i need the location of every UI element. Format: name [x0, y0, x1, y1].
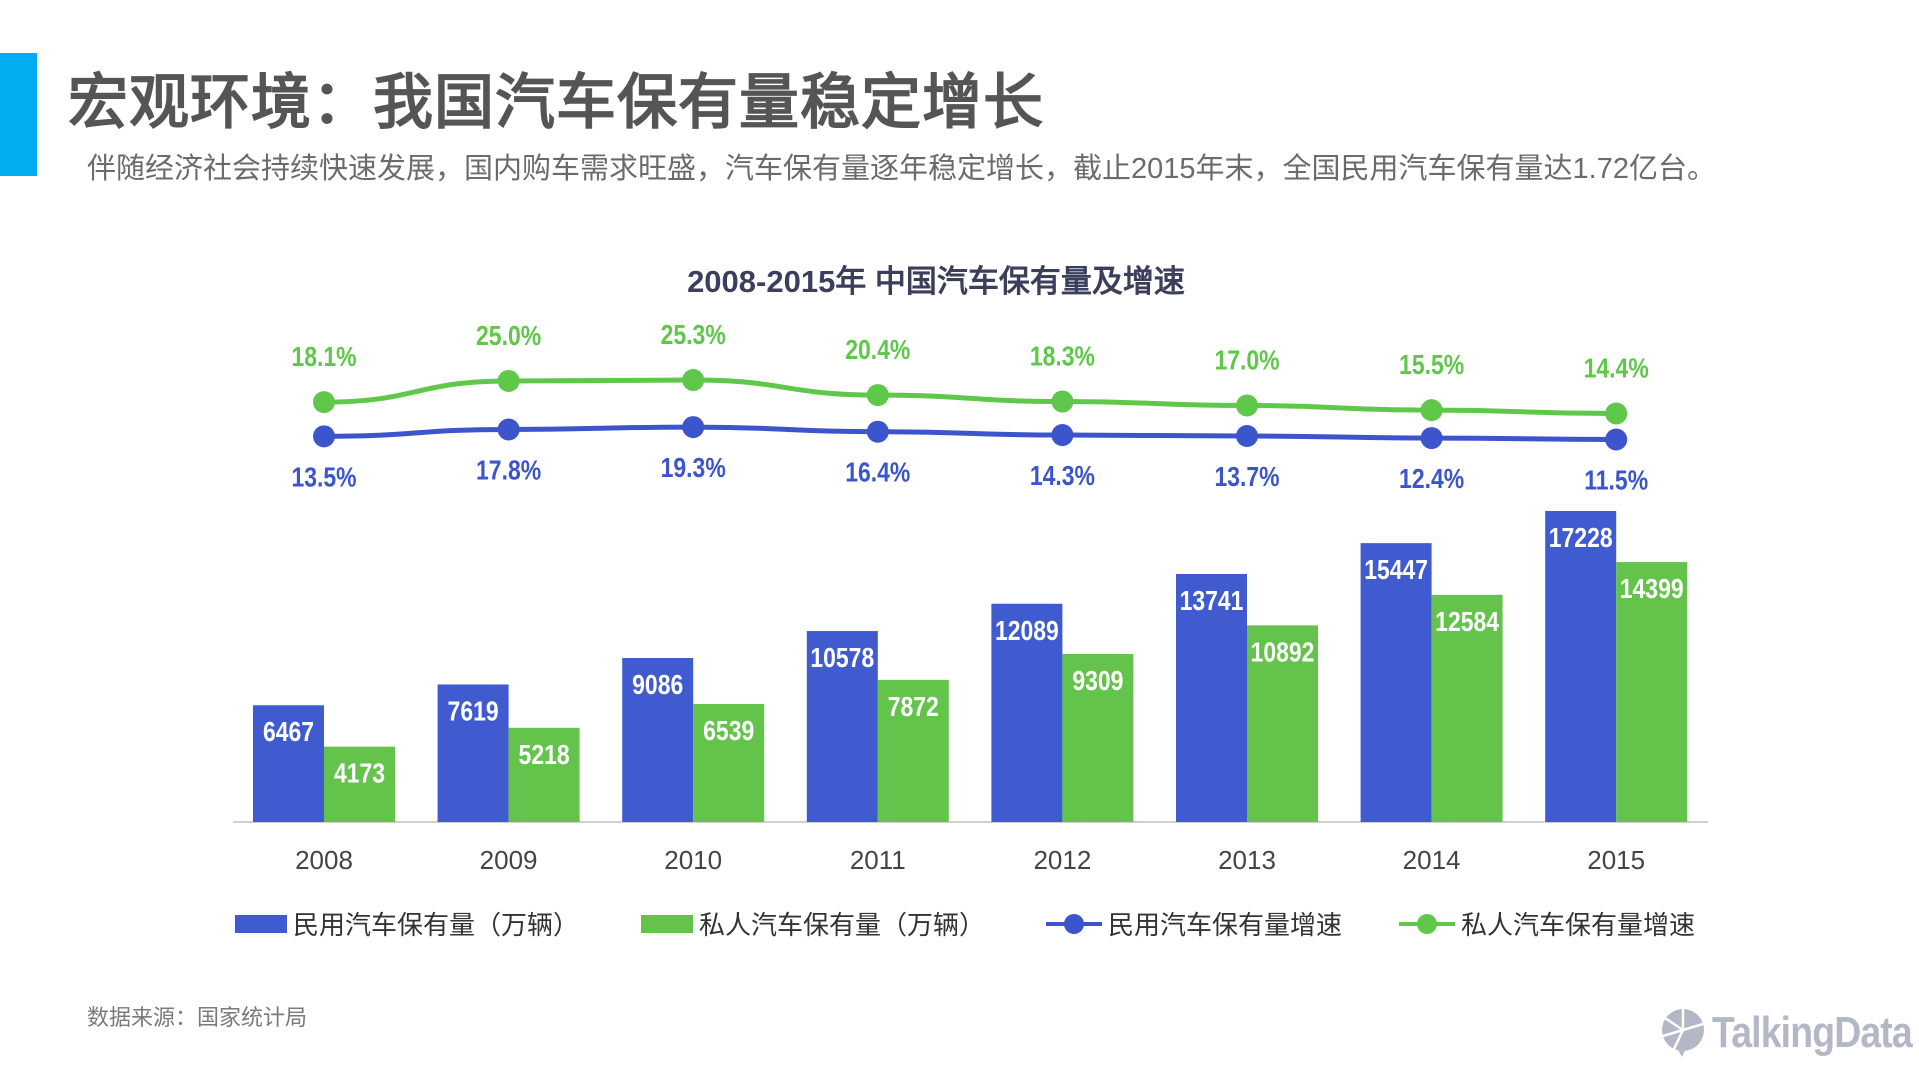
x-tick-label: 2008 [295, 845, 353, 875]
line-point [682, 416, 705, 439]
line-value-label: 13.5% [291, 462, 356, 493]
line-point [1051, 390, 1074, 413]
line-point [1605, 402, 1628, 425]
bar-value-label: 9086 [632, 670, 683, 701]
legend-swatch [1399, 913, 1455, 934]
legend-swatch [235, 914, 287, 933]
talkingdata-logo: TalkingData [1660, 1008, 1919, 1058]
line-value-label: 14.4% [1584, 353, 1649, 384]
line-private-growth [323, 377, 1617, 416]
line-point [313, 391, 335, 414]
line-value-label: 25.3% [661, 320, 726, 351]
line-point [1605, 428, 1628, 451]
line-value-label: 16.4% [845, 458, 910, 489]
legend-item-private-stock: 私人汽车保有量（万辆） [641, 905, 985, 942]
legend-label: 民用汽车保有量增速 [1108, 910, 1343, 940]
legend-label: 民用汽车保有量（万辆） [293, 910, 580, 940]
line-point [866, 384, 889, 407]
title-accent-bar [0, 53, 37, 176]
x-tick-label: 2014 [1403, 845, 1461, 875]
bar-private-2009 [508, 727, 580, 822]
line-value-label: 13.7% [1214, 462, 1279, 493]
bar-private-2011 [877, 679, 949, 822]
bar-private-2015 [1616, 562, 1688, 822]
bar-value-label: 10578 [810, 643, 874, 674]
x-tick-label: 2010 [664, 845, 722, 875]
line-point [1420, 399, 1443, 422]
bar-civil-2011 [806, 631, 878, 822]
bar-civil-2008 [253, 705, 324, 822]
bar-civil-2010 [622, 657, 694, 822]
legend-item-civil-growth: 民用汽车保有量增速 [1046, 905, 1342, 942]
legend-item-private-growth: 私人汽车保有量增速 [1399, 905, 1695, 942]
x-tick-label: 2015 [1587, 845, 1645, 875]
line-value-label: 25.0% [476, 321, 541, 352]
bar-private-2013 [1247, 625, 1318, 822]
bar-private-2008 [324, 746, 395, 822]
chat-pie-icon [1662, 1009, 1704, 1057]
bar-value-label: 15447 [1364, 555, 1428, 586]
bar-value-label: 6467 [263, 717, 314, 748]
bar-civil-2012 [991, 603, 1063, 822]
line-point [313, 425, 335, 448]
legend-label: 私人汽车保有量增速 [1461, 910, 1696, 940]
chart-title: 2008-2015年 中国汽车保有量及增速 [687, 264, 1185, 299]
data-source: 数据来源：国家统计局 [87, 1005, 308, 1030]
bar-value-label: 17228 [1549, 523, 1613, 554]
bar-value-label: 10892 [1251, 637, 1315, 668]
line-value-label: 20.4% [845, 335, 910, 366]
line-value-label: 11.5% [1584, 465, 1648, 496]
line-point [866, 420, 889, 443]
bar-private-2012 [1062, 653, 1134, 822]
line-point [1236, 425, 1258, 448]
bar-civil-2013 [1176, 573, 1247, 822]
line-point [1051, 424, 1074, 447]
line-civil-growth [323, 424, 1617, 442]
line-point [1420, 427, 1443, 450]
bar-value-label: 14399 [1620, 574, 1684, 605]
legend-label: 私人汽车保有量（万辆） [699, 910, 986, 940]
bar-value-label: 5218 [519, 740, 570, 771]
bar-value-label: 7619 [448, 696, 499, 727]
x-tick-label: 2012 [1033, 845, 1091, 875]
line-value-label: 14.3% [1030, 461, 1095, 492]
x-tick-label: 2013 [1218, 845, 1276, 875]
line-point [497, 418, 520, 441]
bar-value-label: 12584 [1435, 607, 1500, 638]
bar-civil-2014 [1360, 543, 1432, 822]
page-subtitle: 伴随经济社会持续快速发展，国内购车需求旺盛，汽车保有量逐年稳定增长，截止2015… [87, 153, 1716, 185]
line-value-label: 17.0% [1214, 345, 1279, 376]
bar-value-label: 9309 [1072, 666, 1123, 697]
line-value-label: 12.4% [1399, 464, 1464, 495]
line-value-label: 19.3% [661, 453, 726, 484]
line-value-label: 18.1% [291, 342, 356, 373]
legend-item-civil-stock: 民用汽车保有量（万辆） [235, 905, 579, 942]
page-title: 宏观环境：我国汽车保有量稳定增长 [68, 69, 1044, 136]
legend-swatch [1046, 913, 1102, 934]
bar-value-label: 6539 [703, 716, 754, 747]
bar-private-2014 [1431, 594, 1503, 822]
legend-swatch [641, 914, 693, 933]
bar-civil-2009 [437, 684, 509, 822]
bar-value-label: 4173 [334, 759, 385, 790]
legend: 民用汽车保有量（万辆） 私人汽车保有量（万辆） 民用汽车保有量增速 私人汽车保有… [0, 905, 1919, 945]
x-tick-label: 2011 [850, 845, 906, 875]
x-tick-label: 2009 [480, 845, 538, 875]
line-point [497, 369, 520, 392]
bar-value-label: 12089 [995, 616, 1059, 647]
line-value-label: 17.8% [476, 455, 541, 486]
line-value-label: 18.3% [1030, 341, 1095, 372]
line-value-label: 15.5% [1399, 350, 1464, 381]
bar-value-label: 7872 [888, 692, 939, 723]
line-point [682, 369, 705, 392]
bar-value-label: 13741 [1180, 586, 1244, 617]
bar-civil-2015 [1545, 511, 1617, 822]
bar-private-2010 [693, 703, 765, 822]
line-point [1236, 394, 1258, 417]
